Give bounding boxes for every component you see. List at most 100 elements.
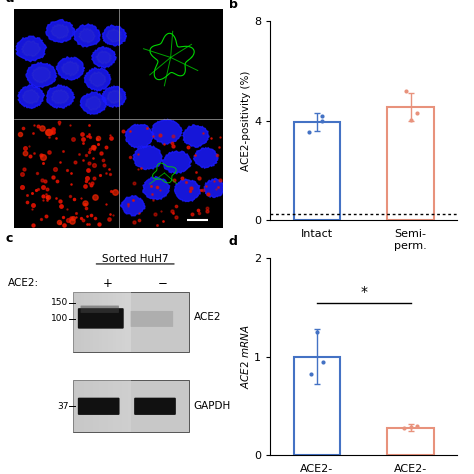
FancyBboxPatch shape — [81, 306, 119, 313]
Polygon shape — [56, 57, 85, 80]
Polygon shape — [85, 96, 101, 110]
Bar — [102, 292, 105, 352]
Bar — [73, 292, 190, 352]
Bar — [84, 381, 87, 432]
Text: ACE2: ACE2 — [193, 312, 221, 322]
Polygon shape — [133, 146, 162, 170]
FancyBboxPatch shape — [134, 398, 176, 415]
Bar — [110, 292, 113, 352]
Bar — [122, 292, 125, 352]
Bar — [108, 381, 110, 432]
Polygon shape — [102, 25, 127, 46]
Polygon shape — [46, 19, 74, 42]
Polygon shape — [143, 177, 170, 200]
Polygon shape — [102, 86, 126, 108]
Bar — [293, 122, 340, 220]
Polygon shape — [47, 85, 74, 108]
Bar — [117, 292, 119, 352]
Polygon shape — [152, 119, 182, 144]
Polygon shape — [74, 24, 100, 47]
Bar — [108, 292, 110, 352]
Polygon shape — [126, 124, 154, 148]
Text: +: + — [103, 277, 113, 290]
Polygon shape — [91, 47, 116, 68]
Bar — [122, 381, 125, 432]
Text: −: − — [157, 277, 167, 290]
Bar — [73, 381, 190, 432]
FancyBboxPatch shape — [78, 398, 119, 415]
Polygon shape — [79, 28, 95, 43]
Bar — [117, 381, 119, 432]
Bar — [387, 428, 434, 455]
Polygon shape — [183, 125, 209, 147]
Polygon shape — [62, 61, 79, 76]
Polygon shape — [121, 196, 145, 216]
Bar — [93, 381, 96, 432]
Bar — [93, 292, 96, 352]
Bar — [128, 381, 131, 432]
Text: 100: 100 — [51, 314, 68, 323]
Polygon shape — [52, 90, 69, 104]
Bar — [73, 292, 75, 352]
Polygon shape — [32, 67, 51, 83]
Text: a: a — [6, 0, 14, 5]
Polygon shape — [89, 72, 106, 87]
Bar — [79, 381, 82, 432]
Polygon shape — [18, 85, 45, 109]
Polygon shape — [51, 24, 69, 39]
Bar — [96, 292, 99, 352]
Bar — [105, 292, 108, 352]
Bar — [90, 292, 93, 352]
Bar — [84, 292, 87, 352]
Bar — [387, 107, 434, 220]
Text: ACE2:: ACE2: — [8, 278, 39, 288]
FancyBboxPatch shape — [78, 308, 124, 328]
Polygon shape — [193, 148, 219, 168]
Bar — [82, 292, 84, 352]
Text: *: * — [360, 285, 367, 299]
Bar — [293, 357, 340, 455]
Y-axis label: ACE2-positivity (%): ACE2-positivity (%) — [241, 71, 251, 171]
Polygon shape — [80, 92, 107, 114]
Polygon shape — [204, 179, 225, 198]
Bar — [110, 381, 113, 432]
Polygon shape — [174, 179, 201, 201]
Bar — [73, 381, 75, 432]
Bar — [75, 292, 79, 352]
Bar — [105, 381, 108, 432]
Bar — [96, 381, 99, 432]
Text: 37: 37 — [57, 402, 68, 411]
Text: Sorted HuH7: Sorted HuH7 — [102, 254, 168, 264]
Text: 150: 150 — [51, 298, 68, 307]
Bar — [102, 381, 105, 432]
Polygon shape — [26, 63, 57, 87]
Bar — [87, 381, 90, 432]
Text: b: b — [229, 0, 238, 11]
Bar — [119, 292, 122, 352]
Bar — [125, 292, 128, 352]
Y-axis label: $ACE2$ mRNA: $ACE2$ mRNA — [239, 324, 251, 389]
Polygon shape — [84, 68, 111, 91]
Polygon shape — [96, 51, 111, 64]
Polygon shape — [21, 41, 40, 57]
Bar — [75, 381, 79, 432]
Polygon shape — [16, 36, 46, 62]
Text: GAPDH: GAPDH — [193, 401, 231, 411]
Text: c: c — [6, 231, 13, 245]
Bar — [99, 381, 102, 432]
Polygon shape — [22, 90, 39, 104]
Polygon shape — [107, 90, 122, 104]
Polygon shape — [107, 29, 121, 42]
Bar — [128, 292, 131, 352]
Bar — [79, 292, 82, 352]
FancyBboxPatch shape — [131, 311, 173, 327]
Bar — [119, 381, 122, 432]
Bar — [113, 292, 117, 352]
Polygon shape — [163, 151, 191, 174]
Bar — [99, 292, 102, 352]
Bar — [82, 381, 84, 432]
Bar — [113, 381, 117, 432]
Text: d: d — [229, 236, 238, 248]
Bar — [87, 292, 90, 352]
Bar — [90, 381, 93, 432]
